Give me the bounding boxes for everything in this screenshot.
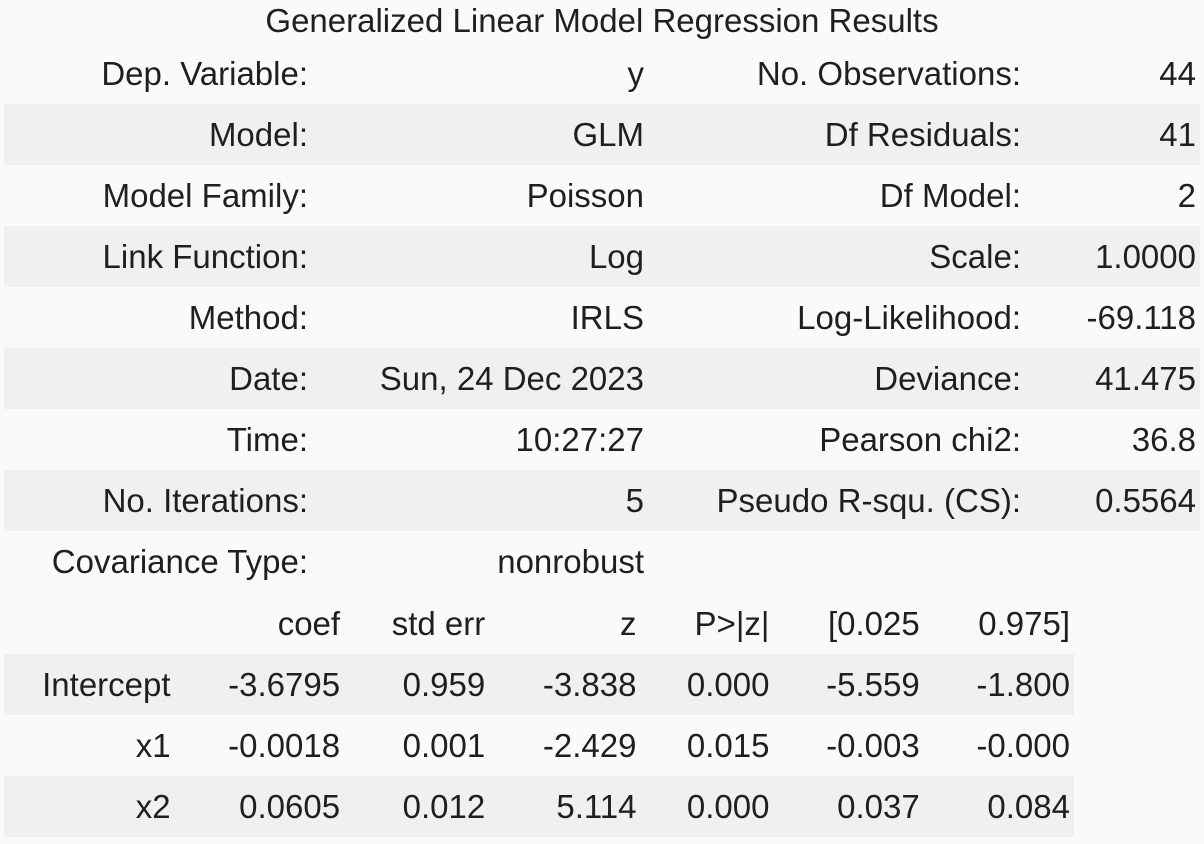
summary-label: No. Observations: [648,43,1025,104]
table-row: Dep. Variable: y No. Observations: 44 [4,43,1200,104]
row-label: Intercept [4,654,175,715]
table-cell: 0.0605 [174,776,345,837]
summary-value: IRLS [312,287,648,348]
table-cell: 0.012 [344,776,490,837]
table-row: Method: IRLS Log-Likelihood: -69.118 [4,287,1200,348]
summary-value: 41 [1025,104,1200,165]
summary-label: Model: [4,104,312,165]
summary-label: Link Function: [4,226,312,287]
table-cell: -0.000 [923,715,1074,776]
summary-label: Df Residuals: [648,104,1025,165]
table-cell: -1.800 [923,654,1074,715]
summary-value: Poisson [312,165,648,226]
table-cell: 0.000 [640,776,774,837]
table-title: Generalized Linear Model Regression Resu… [265,2,939,39]
summary-label: Model Family: [4,165,312,226]
table-row: Model Family: Poisson Df Model: 2 [4,165,1200,226]
summary-value: 1.0000 [1025,226,1200,287]
summary-label: Df Model: [648,165,1025,226]
table-cell: 5.114 [489,776,641,837]
summary-value: 5 [312,470,648,531]
summary-label: Time: [4,409,312,470]
table-cell: -0.0018 [174,715,345,776]
table-row: No. Iterations: 5 Pseudo R-squ. (CS): 0.… [4,470,1200,531]
coef-header-row: coef std err z P>|z| [0.025 0.975] [4,593,1074,654]
column-header: std err [344,593,490,654]
table-row: Date: Sun, 24 Dec 2023 Deviance: 41.475 [4,348,1200,409]
table-row: Link Function: Log Scale: 1.0000 [4,226,1200,287]
table-cell: 0.037 [773,776,924,837]
column-header: 0.975] [923,593,1074,654]
table-cell: 0.001 [344,715,490,776]
summary-label: Scale: [648,226,1025,287]
summary-label: No. Iterations: [4,470,312,531]
column-header: z [489,593,641,654]
column-header [4,593,175,654]
table-cell: 0.084 [923,776,1074,837]
summary-label: Dep. Variable: [4,43,312,104]
summary-value: 0.5564 [1025,470,1200,531]
table-row: Model: GLM Df Residuals: 41 [4,104,1200,165]
summary-value: 41.475 [1025,348,1200,409]
summary-label: Pseudo R-squ. (CS): [648,470,1025,531]
table-row: Time: 10:27:27 Pearson chi2: 36.8 [4,409,1200,470]
table-cell: 0.000 [640,654,774,715]
column-header: coef [174,593,345,654]
table-cell: 0.959 [344,654,490,715]
summary-value: Log [312,226,648,287]
table-row: x2 0.0605 0.012 5.114 0.000 0.037 0.084 [4,776,1074,837]
summary-value [1025,531,1200,592]
row-label: x2 [4,776,175,837]
coefficients-table: coef std err z P>|z| [0.025 0.975] Inter… [4,593,1074,837]
summary-value: 10:27:27 [312,409,648,470]
row-label: x1 [4,715,175,776]
summary-value: GLM [312,104,648,165]
table-cell: -3.6795 [174,654,345,715]
table-row: Covariance Type: nonrobust [4,531,1200,592]
summary-value: 44 [1025,43,1200,104]
summary-value: -69.118 [1025,287,1200,348]
summary-value: nonrobust [312,531,648,592]
table-row: Intercept -3.6795 0.959 -3.838 0.000 -5.… [4,654,1074,715]
summary-label: Covariance Type: [4,531,312,592]
table-row: x1 -0.0018 0.001 -2.429 0.015 -0.003 -0.… [4,715,1074,776]
summary-value: 2 [1025,165,1200,226]
table-cell: -3.838 [489,654,641,715]
table-cell: 0.015 [640,715,774,776]
column-header: [0.025 [773,593,924,654]
model-summary-table: Dep. Variable: y No. Observations: 44 Mo… [4,43,1200,592]
summary-label: Deviance: [648,348,1025,409]
table-cell: -2.429 [489,715,641,776]
summary-label: Pearson chi2: [648,409,1025,470]
column-header: P>|z| [640,593,774,654]
table-cell: -5.559 [773,654,924,715]
summary-label: Log-Likelihood: [648,287,1025,348]
summary-value: Sun, 24 Dec 2023 [312,348,648,409]
summary-label: Method: [4,287,312,348]
summary-value: y [312,43,648,104]
table-cell: -0.003 [773,715,924,776]
summary-value: 36.8 [1025,409,1200,470]
summary-label [648,531,1025,592]
summary-label: Date: [4,348,312,409]
